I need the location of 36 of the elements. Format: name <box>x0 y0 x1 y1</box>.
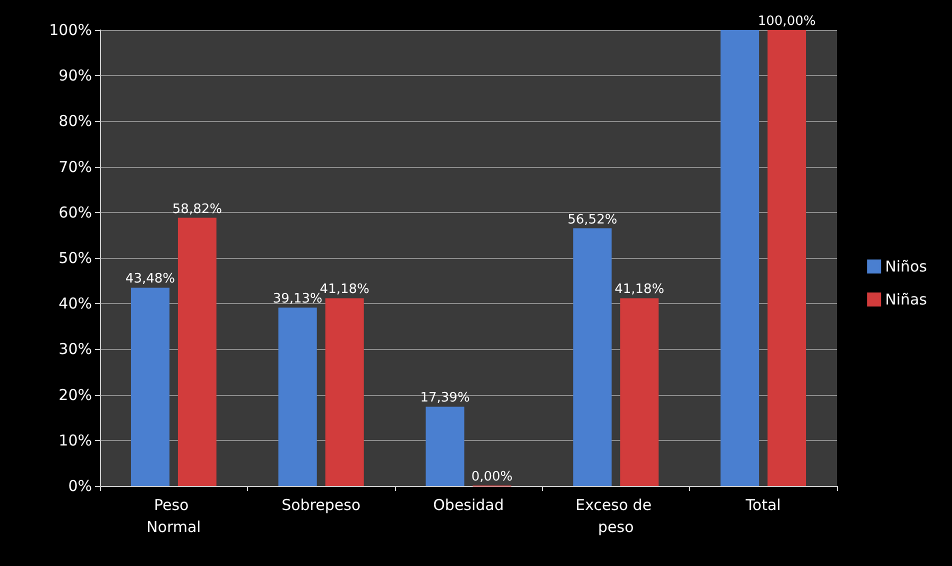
y-tick-label: 70% <box>58 158 92 176</box>
y-tick-label: 20% <box>58 386 92 404</box>
legend-label: Niñas <box>885 290 928 308</box>
bar <box>620 298 659 486</box>
y-tick-label: 0% <box>68 477 92 495</box>
y-tick-label: 10% <box>58 431 92 450</box>
data-label: 39,13% <box>272 292 322 307</box>
data-label: 56,52% <box>568 212 618 228</box>
bar <box>178 218 216 486</box>
bar <box>130 288 170 486</box>
data-label: 41,18% <box>320 282 370 298</box>
bar <box>768 30 806 486</box>
bar <box>325 298 364 486</box>
x-tick-label: Obesidad <box>433 496 504 514</box>
y-tick-label: 60% <box>58 203 92 222</box>
y-tick-label: 50% <box>58 249 92 267</box>
y-tick-label: 80% <box>58 112 92 130</box>
y-tick-label: 30% <box>58 340 92 358</box>
bar <box>426 406 464 486</box>
x-tick-label: Sobrepeso <box>282 496 361 514</box>
y-tick-label: 100% <box>49 21 92 39</box>
data-label: 17,39% <box>420 390 470 406</box>
data-label: 43,48% <box>125 272 175 287</box>
x-tick-label: Total <box>744 496 781 514</box>
bar <box>720 30 760 486</box>
data-label: 41,18% <box>614 282 664 298</box>
x-tick-label: Exceso de peso <box>575 496 656 536</box>
data-label: 0,00% <box>471 470 513 484</box>
bar <box>573 228 612 486</box>
x-tick-label: Peso Normal <box>146 496 201 536</box>
data-label: 100,00% <box>758 14 816 29</box>
bar <box>278 308 317 486</box>
y-tick-label: 40% <box>58 294 92 313</box>
data-label: 58,82% <box>172 202 222 217</box>
legend-label: Niños <box>885 258 928 276</box>
y-tick-label: 90% <box>58 66 92 85</box>
